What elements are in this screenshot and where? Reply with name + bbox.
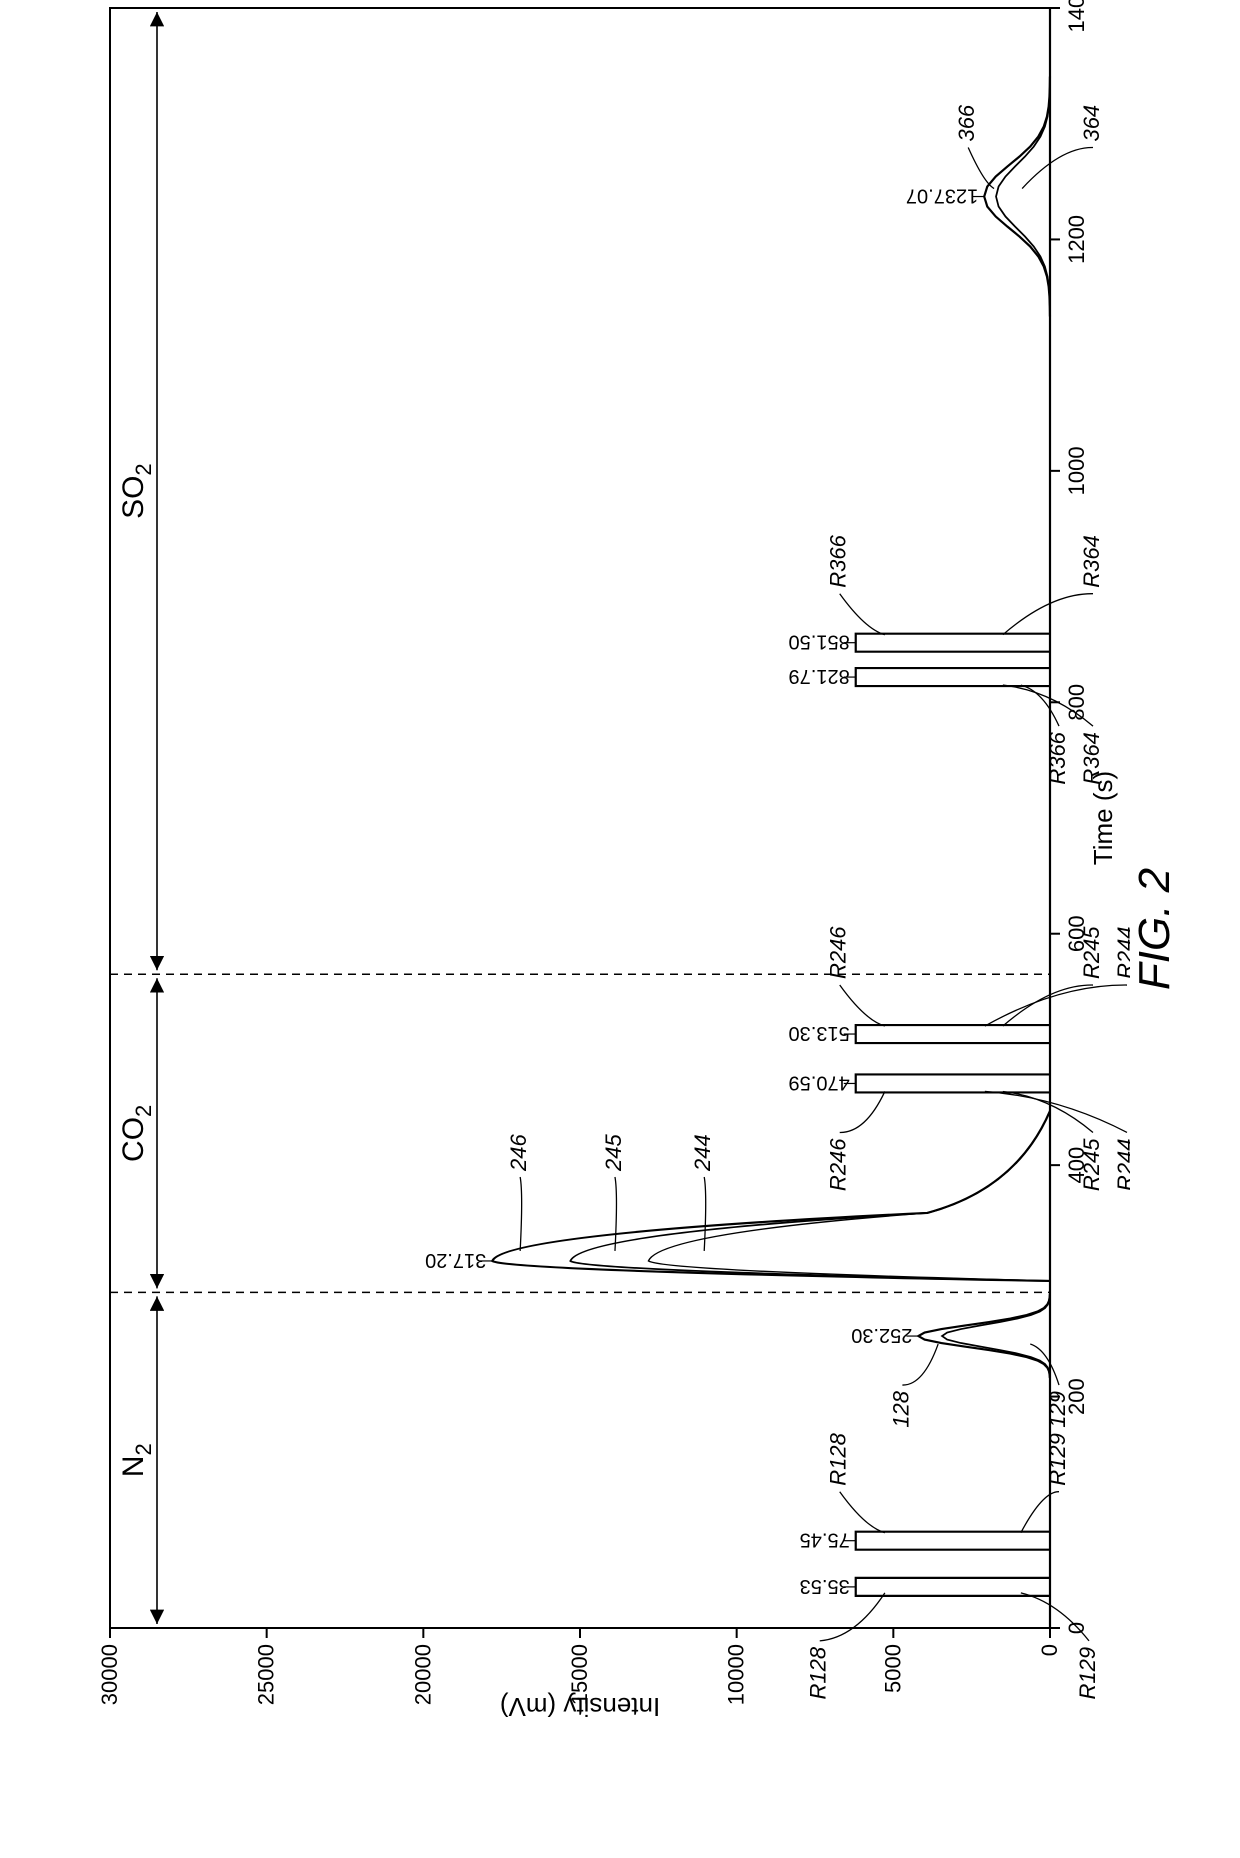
svg-text:821.79: 821.79 xyxy=(789,665,850,687)
svg-text:Time (s): Time (s) xyxy=(1088,771,1118,865)
svg-text:244: 244 xyxy=(690,1134,715,1172)
svg-text:246: 246 xyxy=(506,1133,531,1171)
svg-text:R366: R366 xyxy=(826,534,851,587)
svg-text:SO2: SO2 xyxy=(117,463,156,519)
svg-text:364: 364 xyxy=(1079,105,1104,142)
svg-text:1237.07: 1237.07 xyxy=(906,185,978,207)
svg-text:513.30: 513.30 xyxy=(789,1022,850,1044)
spectrum-chart: 0500010000150002000025000300000200400600… xyxy=(90,0,1130,1718)
svg-text:Intensity (mV): Intensity (mV) xyxy=(500,1692,660,1718)
svg-text:R128: R128 xyxy=(826,1432,851,1485)
svg-text:10000: 10000 xyxy=(724,1644,749,1705)
svg-text:1400: 1400 xyxy=(1064,0,1089,32)
svg-text:800: 800 xyxy=(1064,684,1089,721)
svg-text:R128: R128 xyxy=(806,1646,831,1699)
svg-text:1000: 1000 xyxy=(1064,446,1089,495)
svg-text:5000: 5000 xyxy=(880,1644,905,1693)
svg-text:R246: R246 xyxy=(826,1138,851,1191)
svg-text:129: 129 xyxy=(1045,1391,1070,1428)
svg-text:R245: R245 xyxy=(1079,926,1104,979)
svg-text:R129: R129 xyxy=(1075,1647,1100,1700)
svg-text:R364: R364 xyxy=(1079,535,1104,588)
svg-text:R246: R246 xyxy=(826,926,851,979)
svg-text:R244: R244 xyxy=(1113,1138,1130,1191)
svg-text:R245: R245 xyxy=(1079,1138,1104,1191)
figure-caption: FIG. 2 xyxy=(1130,0,1180,1858)
svg-text:470.59: 470.59 xyxy=(789,1071,850,1093)
svg-text:R244: R244 xyxy=(1113,926,1130,979)
svg-text:25000: 25000 xyxy=(254,1644,279,1705)
svg-text:75.45: 75.45 xyxy=(800,1529,850,1551)
svg-text:851.50: 851.50 xyxy=(789,631,850,653)
svg-text:128: 128 xyxy=(888,1390,913,1427)
svg-text:R129: R129 xyxy=(1045,1433,1070,1486)
svg-text:317.20: 317.20 xyxy=(425,1249,486,1271)
svg-text:0: 0 xyxy=(1037,1644,1062,1656)
svg-text:35.53: 35.53 xyxy=(800,1575,850,1597)
svg-text:20000: 20000 xyxy=(410,1644,435,1705)
svg-text:1200: 1200 xyxy=(1064,215,1089,264)
svg-text:245: 245 xyxy=(601,1133,626,1171)
svg-text:30000: 30000 xyxy=(97,1644,122,1705)
svg-text:366: 366 xyxy=(954,104,979,141)
svg-text:R366: R366 xyxy=(1045,731,1070,784)
svg-text:R364: R364 xyxy=(1079,732,1104,785)
svg-text:CO2: CO2 xyxy=(117,1105,156,1162)
svg-text:252.30: 252.30 xyxy=(851,1324,912,1346)
svg-text:0: 0 xyxy=(1064,1622,1089,1634)
svg-text:N2: N2 xyxy=(117,1443,156,1477)
